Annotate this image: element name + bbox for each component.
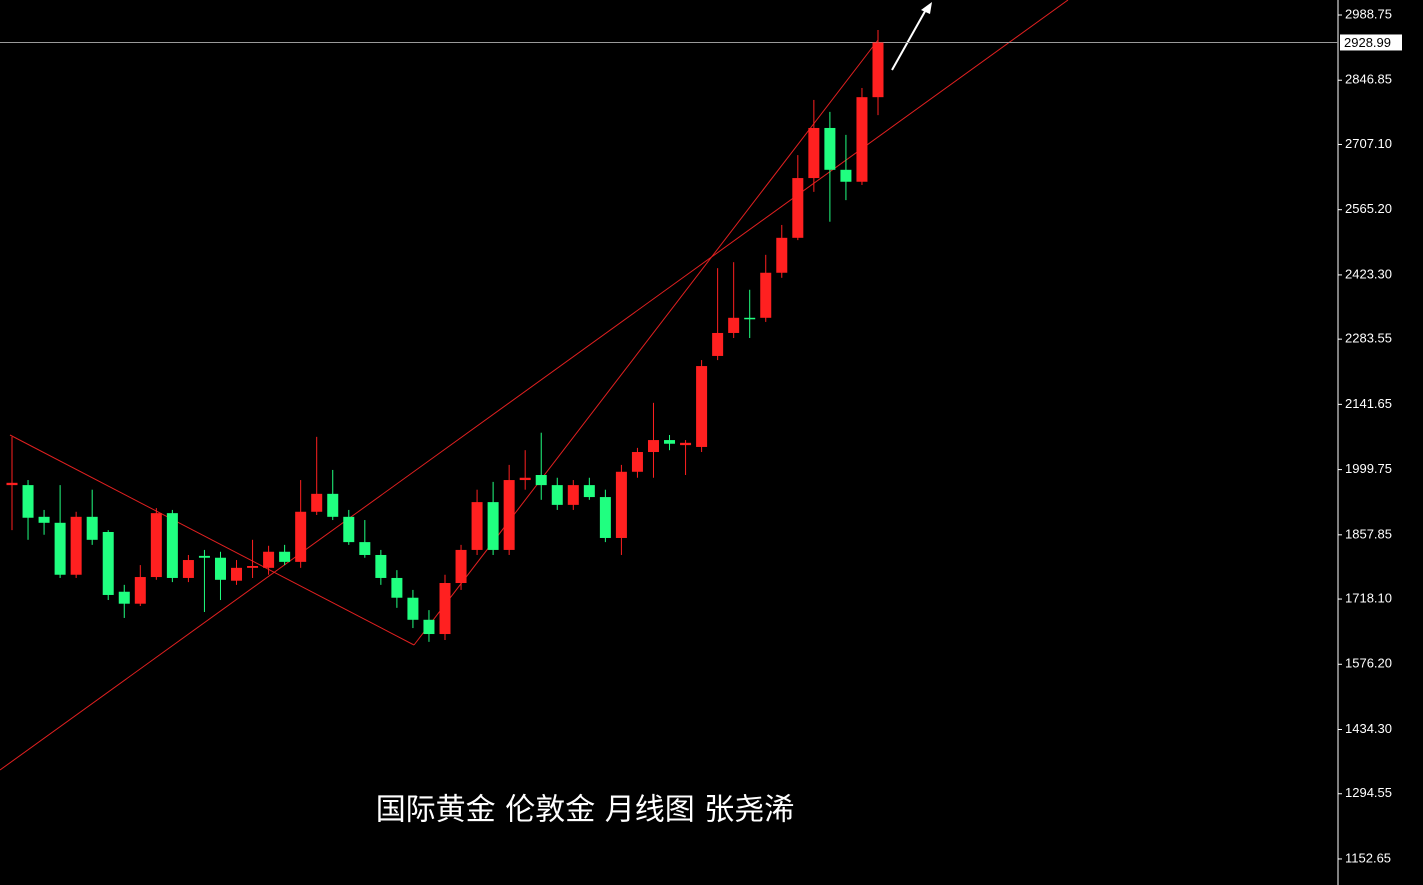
y-tick-label: 1294.55	[1345, 785, 1392, 800]
candle-body	[872, 42, 884, 98]
candle-body	[86, 516, 98, 540]
candle-body	[712, 332, 724, 356]
y-tick-label: 1857.85	[1345, 526, 1392, 541]
candle-body	[247, 566, 259, 568]
y-tick-label: 1152.65	[1345, 850, 1391, 865]
y-tick-label: 2988.75	[1345, 6, 1392, 21]
last-price-box	[1340, 34, 1402, 51]
candle-body	[343, 516, 355, 543]
candle-body	[471, 502, 483, 550]
candle-body	[519, 477, 531, 481]
trend-line	[9, 434, 415, 646]
candle-body	[728, 317, 740, 333]
candle-body	[583, 485, 595, 498]
candle-body	[70, 516, 82, 575]
y-tick-label: 2707.10	[1345, 136, 1392, 151]
candle-body	[664, 440, 676, 444]
last-price-label: 2928.99	[1344, 35, 1391, 50]
candle-body	[615, 471, 627, 538]
candle-body	[407, 597, 419, 620]
candle-body	[503, 480, 515, 550]
y-tick-label: 1576.20	[1345, 656, 1392, 671]
candle-body	[567, 485, 579, 505]
candle-body	[487, 502, 499, 550]
arrow-head	[921, 2, 932, 14]
candle-body	[824, 127, 836, 170]
candle-body	[551, 485, 563, 505]
y-tick-label: 1999.75	[1345, 461, 1392, 476]
candle-body	[118, 591, 130, 604]
candle-body	[150, 513, 162, 578]
candle-body	[744, 317, 756, 320]
candle-body	[38, 516, 50, 523]
channel-line	[0, 0, 1069, 771]
candle-body	[279, 551, 291, 562]
candle-body	[134, 577, 146, 604]
candle-body	[263, 551, 275, 568]
candle-body	[423, 619, 435, 635]
y-tick-label: 2283.55	[1345, 331, 1392, 346]
candle-body	[22, 485, 34, 518]
candle-body	[214, 557, 226, 580]
candle-body	[375, 554, 387, 578]
candle-body	[327, 493, 339, 517]
caption: 国际黄金 伦敦金 月线图 张尧浠	[376, 793, 795, 828]
candle-body	[231, 567, 243, 581]
candle-body	[535, 474, 547, 486]
arrow	[891, 5, 929, 71]
y-tick-label: 2565.20	[1345, 201, 1392, 216]
candle-body	[455, 549, 467, 584]
candle-body	[391, 577, 403, 598]
candle-body	[840, 169, 852, 182]
candle-body	[760, 272, 772, 318]
candle-body	[792, 178, 804, 238]
candle-body	[295, 511, 307, 562]
y-tick-label: 1434.30	[1345, 721, 1392, 736]
candle-body	[359, 542, 371, 555]
candle-body	[102, 531, 114, 595]
y-tick-label: 1718.10	[1345, 590, 1392, 605]
candle-body	[311, 493, 323, 512]
candle-body	[856, 97, 868, 182]
y-tick-label: 2846.85	[1345, 72, 1392, 87]
candle-body	[439, 583, 451, 635]
candle-body	[54, 522, 66, 575]
candle-body	[182, 560, 194, 578]
y-tick-label: 2141.65	[1345, 396, 1392, 411]
candle-body	[631, 452, 643, 472]
candle-body	[680, 442, 692, 446]
candle-body	[6, 482, 18, 486]
candle-body	[776, 237, 788, 273]
y-tick-label: 2423.30	[1345, 266, 1392, 281]
candle-body	[198, 555, 210, 558]
candle-body	[808, 127, 820, 179]
candle-body	[696, 366, 708, 447]
candle-body	[599, 497, 611, 538]
candle-body	[647, 440, 659, 453]
candle-body	[166, 513, 178, 578]
